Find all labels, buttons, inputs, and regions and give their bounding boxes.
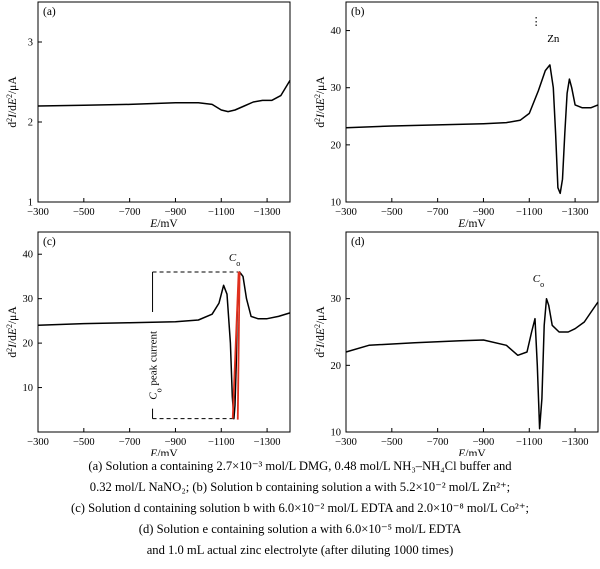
x-tick-label: −500 bbox=[73, 207, 95, 218]
x-axis-label: E/mV bbox=[457, 448, 486, 456]
y-axis-label: d2I/dE2/μA bbox=[5, 306, 20, 358]
y-tick-label: 1 bbox=[28, 198, 33, 209]
y-axis-label: d2I/dE2/μA bbox=[313, 76, 328, 128]
series-line bbox=[37, 271, 291, 420]
x-tick-label: −300 bbox=[335, 207, 357, 218]
x-tick-label: −300 bbox=[27, 437, 49, 448]
x-axis-label: E/mV bbox=[457, 218, 486, 230]
y-axis-label: d2I/dE2/μA bbox=[5, 76, 20, 128]
peak-height-marker bbox=[231, 271, 240, 419]
panel-label: (c) bbox=[43, 236, 56, 248]
x-tick-label: −1100 bbox=[208, 437, 235, 448]
x-tick-label: −1100 bbox=[208, 207, 235, 218]
x-tick-label: −300 bbox=[27, 207, 49, 218]
peak-annotation: Co bbox=[533, 273, 544, 289]
y-tick-label: 30 bbox=[331, 294, 342, 305]
x-tick-label: −700 bbox=[119, 207, 141, 218]
peak-annotation: ⋮ bbox=[531, 16, 542, 28]
y-tick-label: 10 bbox=[23, 383, 34, 394]
chart-panel-4: −300 −500 −700 −900 −1100 −1300 10 20 30 E/mV d2I/… bbox=[313, 231, 599, 456]
panel-label: (d) bbox=[351, 236, 365, 248]
series-line bbox=[345, 297, 599, 430]
caption-line-3: (c) Solution d containing solution b wit… bbox=[71, 501, 529, 515]
chart-panel-2: −300 −500 −700 −900 −1100 −1300 10 20 30 40 E/mV d2… bbox=[313, 1, 599, 230]
y-tick-label: 2 bbox=[28, 118, 33, 129]
chart-panel-1: −300 −500 −700 −900 −1100 −1300 1 2 3 E/mV d2I/dE2… bbox=[5, 1, 291, 230]
x-tick-label: −1300 bbox=[562, 437, 589, 448]
x-tick-label: −1300 bbox=[254, 207, 281, 218]
x-tick-label: −700 bbox=[427, 207, 449, 218]
y-tick-label: 10 bbox=[331, 428, 342, 439]
x-tick-label: −300 bbox=[335, 437, 357, 448]
panel-label: (a) bbox=[43, 6, 56, 18]
peak-annotation: Zn bbox=[547, 33, 560, 45]
plot-frame bbox=[345, 231, 599, 433]
panel-label: (b) bbox=[351, 6, 365, 18]
y-tick-label: 10 bbox=[331, 198, 342, 209]
x-tick-label: −700 bbox=[119, 437, 141, 448]
x-tick-label: −1300 bbox=[562, 207, 589, 218]
y-tick-label: 40 bbox=[23, 250, 34, 261]
x-tick-label: −500 bbox=[381, 437, 403, 448]
peak-annotation: Co bbox=[229, 252, 240, 268]
chart-panel-3: −300 −500 −700 −900 −1100 −1300 10 20 30 40 E/mV d2… bbox=[5, 231, 291, 456]
y-tick-label: 20 bbox=[331, 140, 342, 151]
x-tick-label: −1300 bbox=[254, 437, 281, 448]
y-tick-label: 30 bbox=[331, 83, 342, 94]
x-tick-label: −900 bbox=[165, 437, 187, 448]
x-axis-label: E/mV bbox=[149, 218, 178, 230]
x-tick-label: −500 bbox=[73, 437, 95, 448]
peak-height-marker bbox=[236, 271, 241, 420]
plot-frame bbox=[37, 231, 291, 433]
series-line bbox=[37, 80, 291, 113]
y-tick-label: 20 bbox=[331, 361, 342, 372]
caption-line-5: and 1.0 mL actual zinc electrolyte (afte… bbox=[146, 543, 454, 557]
y-tick-label: 20 bbox=[23, 339, 34, 350]
y-tick-label: 3 bbox=[28, 38, 33, 49]
plot-frame bbox=[37, 1, 291, 203]
x-tick-label: −700 bbox=[427, 437, 449, 448]
x-tick-label: −1100 bbox=[516, 437, 543, 448]
caption-line-4: (d) Solution e containing solution a wit… bbox=[138, 522, 462, 536]
y-tick-label: 40 bbox=[331, 26, 342, 37]
figure-caption: (a) Solution a containing 2.7×10⁻³ mol/L… bbox=[0, 456, 600, 561]
figure: −300 −500 −700 −900 −1100 −1300 1 2 3 E/mV d2I/dE2… bbox=[5, 1, 599, 456]
caption-line-2: 0.32 mol/L NaNO₂; (b) Solution b contain… bbox=[89, 480, 511, 494]
x-tick-label: −900 bbox=[165, 207, 187, 218]
peak-current-label: Co peak current bbox=[148, 331, 164, 400]
x-axis-label: E/mV bbox=[149, 448, 178, 456]
y-tick-label: 30 bbox=[23, 294, 34, 305]
series-line bbox=[345, 64, 599, 195]
y-axis-label: d2I/dE2/μA bbox=[313, 306, 328, 358]
x-tick-label: −500 bbox=[381, 207, 403, 218]
x-tick-label: −900 bbox=[473, 437, 495, 448]
caption-line-1: (a) Solution a containing 2.7×10⁻³ mol/L… bbox=[88, 459, 512, 473]
plot-frame bbox=[345, 1, 599, 203]
x-tick-label: −1100 bbox=[516, 207, 543, 218]
x-tick-label: −900 bbox=[473, 207, 495, 218]
